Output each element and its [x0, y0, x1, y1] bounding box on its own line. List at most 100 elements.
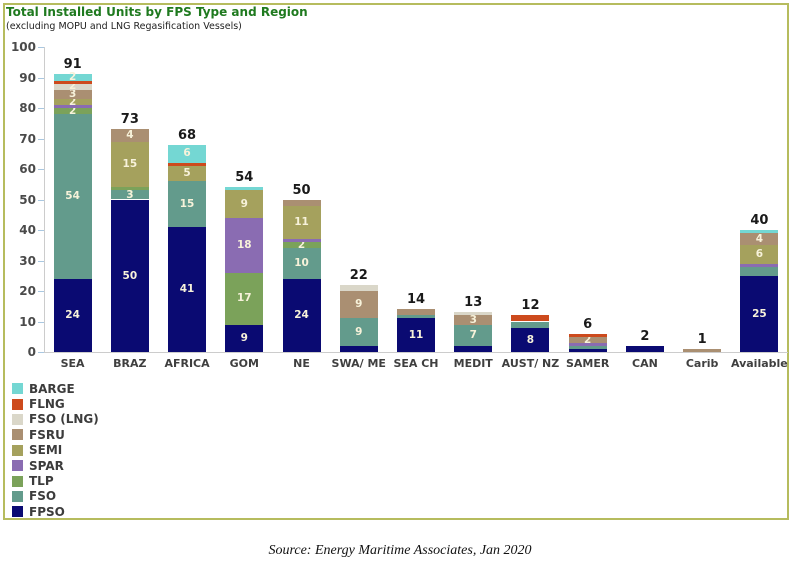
bar-segment-FSRU: 3 [454, 313, 493, 326]
bar-segment-FSRU [683, 348, 722, 352]
bar-segment-FPSO: 50 [110, 199, 149, 352]
bar-segment-FPSO: 41 [168, 226, 207, 352]
y-axis-line [44, 47, 45, 353]
segment-value-label: 5 [183, 167, 191, 180]
x-axis-category-label: AFRICA [164, 357, 210, 370]
source-citation: Source: Energy Maritime Associates, Jan … [268, 543, 532, 558]
segment-value-label: 2 [68, 80, 77, 93]
x-axis-category-label: AUST/ NZ [501, 357, 560, 370]
y-tick-mark [38, 77, 44, 79]
y-tick-label: 30 [19, 253, 36, 268]
bar-segment-FPSO: 9 [225, 324, 264, 352]
y-tick-label: 90 [19, 70, 36, 85]
bar-segment-FSRU [282, 199, 321, 206]
bar-total-label: 12 [521, 298, 540, 314]
segment-value-label: 17 [236, 292, 252, 305]
bar-segment-FSO (LNG) [339, 284, 378, 291]
bar-segment-FSO: 9 [339, 318, 378, 346]
segment-value-label: 10 [294, 257, 309, 270]
y-tick-label: 40 [19, 223, 36, 237]
bar-segment-FSRU: 3 [53, 88, 92, 101]
x-axis-line [44, 352, 788, 353]
bar-total-label: 13 [464, 295, 483, 311]
segment-value-label: 3 [68, 88, 77, 101]
legend-swatch [12, 460, 23, 472]
bar-segment-FSO [511, 321, 550, 328]
bar-segment-FSRU: 4 [740, 232, 779, 246]
segment-value-label: 9 [355, 325, 363, 338]
legend-label: SEMI [29, 443, 63, 458]
y-tick-mark [38, 47, 44, 48]
bar-segment-BARGE [740, 230, 779, 234]
legend-label: FPSO [29, 504, 65, 519]
legend-item-fso: FSO [12, 489, 99, 504]
x-axis-category-label: BRAZ [113, 357, 147, 370]
bar-segment-SEMI: 6 [740, 245, 779, 264]
segment-value-label: 9 [355, 298, 363, 311]
segment-value-label: 15 [122, 158, 138, 171]
segment-value-label: 2 [584, 333, 592, 346]
bar-segment-BARGE: 6 [168, 144, 207, 163]
bar-segment-SEMI: 11 [282, 205, 321, 240]
x-axis-category-label: Available [730, 357, 788, 370]
segment-value-label: 2 [68, 104, 77, 117]
legend-swatch [12, 429, 23, 441]
y-tick-mark [38, 352, 44, 353]
bar-segment-FLNG [511, 315, 550, 322]
bar-segment-FSO: 7 [454, 324, 493, 346]
x-axis-category-label: Carib [685, 357, 719, 370]
segment-value-label: 11 [408, 328, 424, 341]
y-tick-label: 10 [19, 314, 36, 329]
bar-segment-SPAR [568, 342, 607, 346]
bar-total-label: 68 [178, 127, 197, 143]
segment-value-label: 15 [179, 197, 195, 210]
chart-subtitle: (excluding MOPU and LNG Regasification V… [6, 21, 242, 32]
segment-value-label: 24 [65, 309, 80, 322]
y-tick-label: 50 [19, 192, 36, 207]
legend-label: BARGE [29, 381, 75, 396]
legend-item-fsru: FSRU [12, 427, 99, 442]
y-tick-label: 0 [27, 345, 36, 359]
y-tick-mark [38, 108, 44, 109]
y-tick-mark [38, 138, 44, 140]
segment-value-label: 2 [68, 95, 77, 108]
legend-swatch [12, 490, 23, 502]
bar-segment-FSO: 15 [168, 181, 207, 227]
x-axis-category-label: CAN [632, 357, 658, 370]
x-axis-category-label: SEA CH [393, 357, 439, 370]
chart-title: Total Installed Units by FPS Type and Re… [6, 5, 308, 19]
bar-segment-FSRU [397, 309, 435, 316]
segment-value-label: 9 [240, 332, 248, 345]
segment-value-label: 11 [294, 216, 309, 229]
bar-segment-FPSO [454, 345, 493, 352]
bar-segment-FPSO: 25 [740, 275, 779, 352]
bar-segment-FPSO: 11 [397, 318, 435, 352]
segment-value-label: 3 [126, 188, 134, 201]
y-tick-mark [38, 199, 44, 201]
bar-segment-SEMI: 15 [110, 141, 149, 188]
legend-item-flng: FLNG [12, 396, 99, 411]
bar-segment-TLP: 2 [282, 240, 321, 250]
bar-segment-FPSO: 8 [511, 327, 550, 352]
y-tick-label: 80 [19, 101, 36, 115]
legend-label: FLNG [29, 397, 65, 412]
x-axis-category-label: SAMER [565, 357, 610, 370]
bar-segment-FSO [568, 345, 607, 349]
bar-segment-FSO: 10 [282, 248, 321, 279]
bar-total-label: 1 [697, 331, 707, 347]
bar-segment-FLNG [53, 80, 92, 84]
bar-segment-FPSO: 24 [53, 278, 92, 352]
segment-value-label: 18 [236, 238, 252, 251]
x-axis-category-label: NE [293, 357, 310, 370]
bar-segment-FPSO [625, 345, 664, 352]
legend-item-barge: BARGE [12, 381, 99, 396]
bar-segment-SEMI: 2 [53, 95, 92, 108]
segment-value-label: 4 [755, 232, 764, 245]
bar-total-label: 73 [120, 112, 139, 128]
bar-segment-TLP: 17 [225, 272, 264, 325]
bar-segment-SEMI: 5 [168, 165, 207, 182]
segment-value-label: 3 [469, 313, 477, 326]
bar-total-label: 50 [292, 182, 311, 198]
bar-segment-BARGE [225, 187, 264, 191]
